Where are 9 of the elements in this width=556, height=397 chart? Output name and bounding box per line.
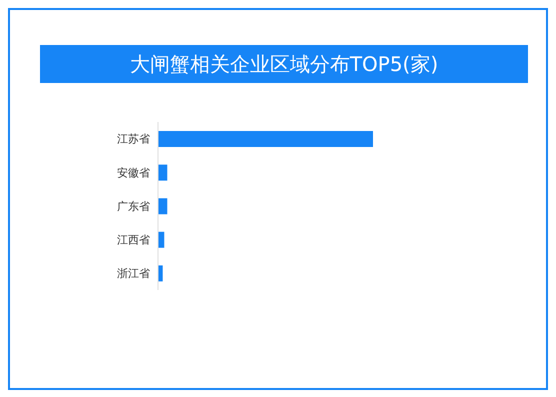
y-tick-label: 浙江省 xyxy=(117,267,150,280)
y-tick-label: 江苏省 xyxy=(117,132,150,146)
chart-title: 大闸蟹相关企业区域分布TOP5(家) xyxy=(40,45,528,83)
bar xyxy=(158,164,168,181)
y-tick-label: 江西省 xyxy=(117,234,150,247)
bar xyxy=(158,198,168,214)
bar xyxy=(158,131,373,147)
y-tick-label: 安徽省 xyxy=(117,166,150,180)
y-tick-label: 广东省 xyxy=(117,200,150,213)
